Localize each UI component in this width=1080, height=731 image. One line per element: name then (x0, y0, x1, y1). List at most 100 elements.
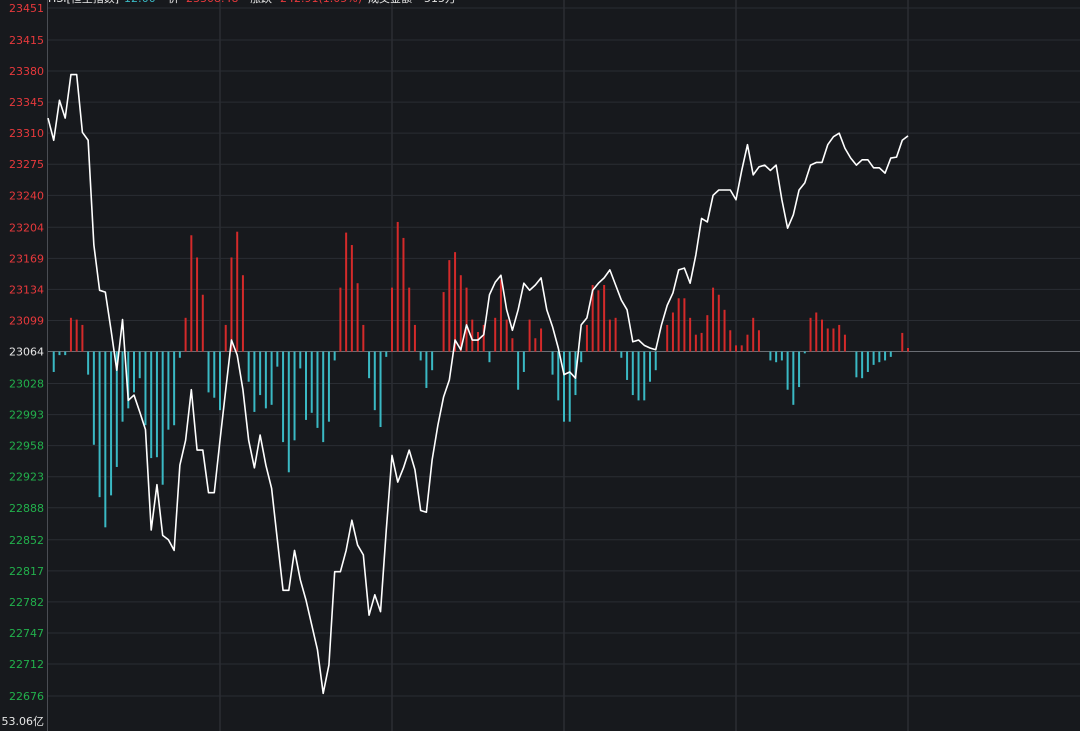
bar (557, 351, 560, 401)
bar (402, 237, 405, 352)
bar (121, 351, 124, 422)
bar (775, 351, 778, 363)
y-tick-label: 22923 (9, 471, 44, 484)
bar (505, 319, 508, 352)
header-text: 涨跌 (250, 0, 272, 5)
bar (723, 309, 726, 352)
bar (585, 324, 588, 352)
bar (591, 284, 594, 352)
y-tick-label: 23204 (9, 221, 44, 234)
bar (459, 275, 462, 352)
bar (608, 319, 611, 352)
bar (138, 351, 141, 379)
bar (230, 257, 233, 352)
bar (780, 351, 783, 361)
y-tick-label: 22747 (9, 627, 44, 640)
bar (339, 287, 342, 352)
bar (482, 324, 485, 352)
bar (649, 351, 651, 382)
bar (190, 235, 193, 352)
bar (385, 351, 388, 357)
bar (356, 283, 359, 352)
bar (52, 351, 55, 372)
bar (815, 312, 818, 352)
bar (683, 298, 686, 352)
y-tick-label: 23415 (9, 34, 44, 47)
bar (110, 351, 113, 496)
bar (87, 351, 90, 375)
header-text: 成交金额 (368, 0, 412, 5)
bar (872, 351, 875, 365)
bar (643, 351, 646, 401)
header-text: HSI[恒生指数] (48, 0, 119, 5)
bar (689, 317, 692, 352)
bar (517, 351, 520, 390)
bar (413, 324, 416, 352)
bar (270, 351, 273, 405)
bar (173, 351, 176, 426)
y-tick-label: 23275 (9, 158, 44, 171)
y-tick-label: 22958 (9, 440, 44, 453)
bar (471, 319, 474, 352)
bar (878, 351, 881, 363)
header-text: 23308.48 (186, 0, 239, 5)
bar (511, 338, 514, 352)
bar (276, 351, 279, 367)
bar (310, 351, 313, 413)
bar (69, 317, 72, 352)
y-tick-label: 22852 (9, 534, 44, 547)
bar (224, 324, 227, 352)
bar (161, 351, 164, 485)
bar (419, 351, 422, 361)
y-tick-label: 23451 (9, 2, 44, 15)
bar (792, 351, 795, 405)
bar (700, 332, 703, 352)
bar (75, 319, 78, 352)
bar (746, 334, 749, 352)
bar (442, 292, 445, 352)
bar (64, 351, 67, 356)
bar (597, 290, 600, 352)
bar (798, 351, 801, 388)
bar (368, 351, 371, 379)
bar (448, 260, 451, 352)
bar (196, 257, 199, 352)
bar (144, 351, 147, 426)
bar (884, 351, 887, 361)
bar (178, 351, 181, 358)
bar (322, 351, 325, 443)
y-tick-label: 22676 (9, 690, 44, 703)
bar (551, 351, 554, 375)
header-text: 价 (168, 0, 179, 5)
bar (213, 351, 216, 398)
header-text: 515万 (424, 0, 456, 5)
bar (488, 351, 491, 363)
bar (522, 351, 525, 372)
y-tick-label: 23169 (9, 252, 44, 265)
bar (694, 334, 697, 352)
bar (345, 232, 348, 352)
bar (316, 351, 319, 428)
y-tick-label: 23134 (9, 283, 44, 296)
bar (92, 351, 95, 445)
bar (603, 284, 606, 352)
y-tick-label: 23310 (9, 127, 44, 140)
y-tick-label: 22782 (9, 596, 44, 609)
y-tick-label: 23380 (9, 65, 44, 78)
bar (299, 351, 302, 369)
bar (631, 351, 634, 396)
bar (293, 351, 296, 441)
bar (327, 351, 330, 422)
bar (236, 231, 239, 352)
bar (752, 317, 755, 352)
bar (717, 294, 720, 352)
bar (477, 332, 479, 352)
bar (843, 334, 846, 352)
y-tick-label: 23345 (9, 96, 44, 109)
bar (729, 330, 732, 352)
y-tick-label: 22817 (9, 565, 44, 578)
bar (408, 287, 411, 352)
bar (499, 279, 502, 352)
